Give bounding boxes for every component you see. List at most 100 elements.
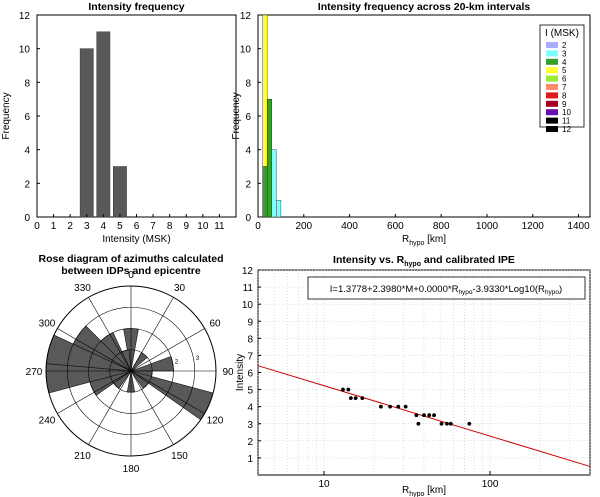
x-tick-label: 600 bbox=[387, 221, 404, 232]
rose-angle-label: 150 bbox=[171, 451, 188, 462]
x-tick-label: 100 bbox=[482, 479, 499, 490]
y-tick-label: 4 bbox=[245, 146, 251, 157]
y-tick-label: 8 bbox=[245, 78, 251, 89]
legend-label: 7 bbox=[562, 83, 567, 92]
y-tick-label: 10 bbox=[242, 300, 254, 311]
data-point bbox=[346, 387, 351, 392]
legend-swatch bbox=[546, 126, 558, 132]
y-tick-label: 2 bbox=[247, 437, 253, 448]
x-tick-label: 2 bbox=[67, 221, 73, 232]
y-tick-label: 8 bbox=[247, 334, 253, 345]
legend-title: I (MSK) bbox=[545, 28, 579, 39]
bar bbox=[113, 166, 127, 218]
rose-spoke bbox=[88, 297, 132, 372]
legend-swatch bbox=[546, 75, 558, 82]
stacked-bar-segment bbox=[276, 199, 282, 218]
legend-label: 2 bbox=[562, 41, 567, 50]
rose-angle-label: 0 bbox=[128, 270, 134, 281]
x-tick-label: 11 bbox=[214, 221, 225, 232]
x-tick-label: 1400 bbox=[567, 221, 590, 232]
x-tick-label: 8 bbox=[167, 221, 173, 232]
x-tick-label: 3 bbox=[84, 221, 90, 232]
legend-swatch bbox=[546, 84, 558, 90]
y-tick-label: 6 bbox=[247, 369, 253, 380]
y-tick-label: 2 bbox=[24, 179, 30, 190]
y-tick-label: 12 bbox=[240, 11, 252, 22]
rose-angle-label: 120 bbox=[207, 416, 224, 427]
y-tick-label: 0 bbox=[245, 213, 251, 224]
stacked-bar-segment bbox=[266, 98, 272, 218]
rose-angle-label: 330 bbox=[74, 283, 91, 294]
data-point bbox=[416, 421, 421, 426]
bar bbox=[79, 48, 94, 218]
data-point bbox=[341, 387, 345, 392]
legend-swatch bbox=[546, 42, 558, 48]
y-tick-label: 2 bbox=[245, 179, 251, 190]
legend-swatch bbox=[546, 109, 558, 116]
stacked-bar-segment bbox=[262, 14, 268, 167]
x-tick-label: 1000 bbox=[476, 221, 499, 232]
y-tick-label: 5 bbox=[247, 386, 253, 397]
equation-frame bbox=[307, 276, 586, 300]
plot-area bbox=[257, 14, 591, 218]
data-point bbox=[432, 413, 436, 418]
data-point bbox=[360, 396, 365, 401]
y-tick-label: 4 bbox=[247, 403, 253, 414]
x-axis-label: Rhypo [km] bbox=[402, 234, 446, 247]
legend-swatch bbox=[546, 100, 558, 107]
y-axis-label: Frequency bbox=[1, 92, 12, 139]
data-point bbox=[467, 421, 472, 426]
y-tick-label: 1 bbox=[247, 454, 253, 465]
legend-label: 5 bbox=[562, 66, 567, 75]
chart-title-line-2: between IDPs and epicentre bbox=[61, 265, 201, 277]
legend-label: 12 bbox=[562, 125, 571, 134]
rose-spoke bbox=[57, 328, 132, 372]
equation-box: I=1.3778+2.3980*M+0.0000*Rhypo-3.9330*Lo… bbox=[307, 276, 586, 300]
x-tick-label: 800 bbox=[433, 221, 450, 232]
x-tick-label: 1 bbox=[51, 221, 57, 232]
data-point bbox=[414, 413, 419, 418]
stacked-bar-segment bbox=[262, 166, 268, 218]
rose-angle-label: 240 bbox=[39, 416, 56, 427]
bar bbox=[96, 31, 111, 218]
rose-ring-label: 3 bbox=[196, 356, 200, 362]
y-tick-label: 10 bbox=[19, 45, 31, 56]
x-tick-label: 1200 bbox=[522, 221, 545, 232]
rose-spoke bbox=[57, 370, 132, 414]
panel-intensity-frequency-by-distance: Intensity frequency across 20-km interva… bbox=[231, 1, 591, 247]
legend-swatch bbox=[546, 92, 558, 99]
stacked-bar-segment bbox=[271, 149, 277, 218]
x-tick-label: 400 bbox=[341, 221, 358, 232]
data-point bbox=[396, 404, 401, 409]
chart-title: Intensity frequency across 20-km interva… bbox=[318, 1, 531, 13]
y-tick-label: 10 bbox=[240, 45, 252, 56]
x-tick-label: 4 bbox=[101, 221, 107, 232]
y-tick-label: 4 bbox=[24, 146, 30, 157]
data-point bbox=[445, 421, 449, 426]
y-tick-label: 0 bbox=[24, 213, 30, 224]
x-tick-label: 0 bbox=[255, 221, 261, 232]
x-tick-label: 10 bbox=[318, 479, 330, 490]
rose-angle-label: 180 bbox=[123, 464, 140, 475]
legend-swatch bbox=[546, 50, 558, 57]
x-tick-label: 7 bbox=[150, 221, 156, 232]
legend-swatch bbox=[546, 117, 558, 124]
legend-label: 9 bbox=[562, 100, 567, 109]
x-tick-label: 200 bbox=[295, 221, 312, 232]
data-point bbox=[379, 404, 383, 409]
data-point bbox=[388, 404, 393, 409]
legend-label: 11 bbox=[562, 117, 571, 126]
legend-swatch bbox=[546, 67, 558, 74]
y-tick-label: 12 bbox=[242, 266, 254, 277]
legend-swatch bbox=[546, 58, 558, 65]
y-axis-label: Intensity bbox=[235, 354, 246, 391]
panel-intensity-vs-distance: Intensity vs. Rhypo and calibrated IPE 10… bbox=[235, 254, 591, 497]
x-axis-label: Rhypo [km] bbox=[402, 485, 446, 497]
data-point bbox=[422, 413, 426, 418]
chart-title-line-1: Rose diagram of azimuths calculated bbox=[39, 253, 224, 265]
rose-angle-label: 300 bbox=[39, 319, 56, 330]
rose-angle-label: 60 bbox=[209, 319, 221, 330]
